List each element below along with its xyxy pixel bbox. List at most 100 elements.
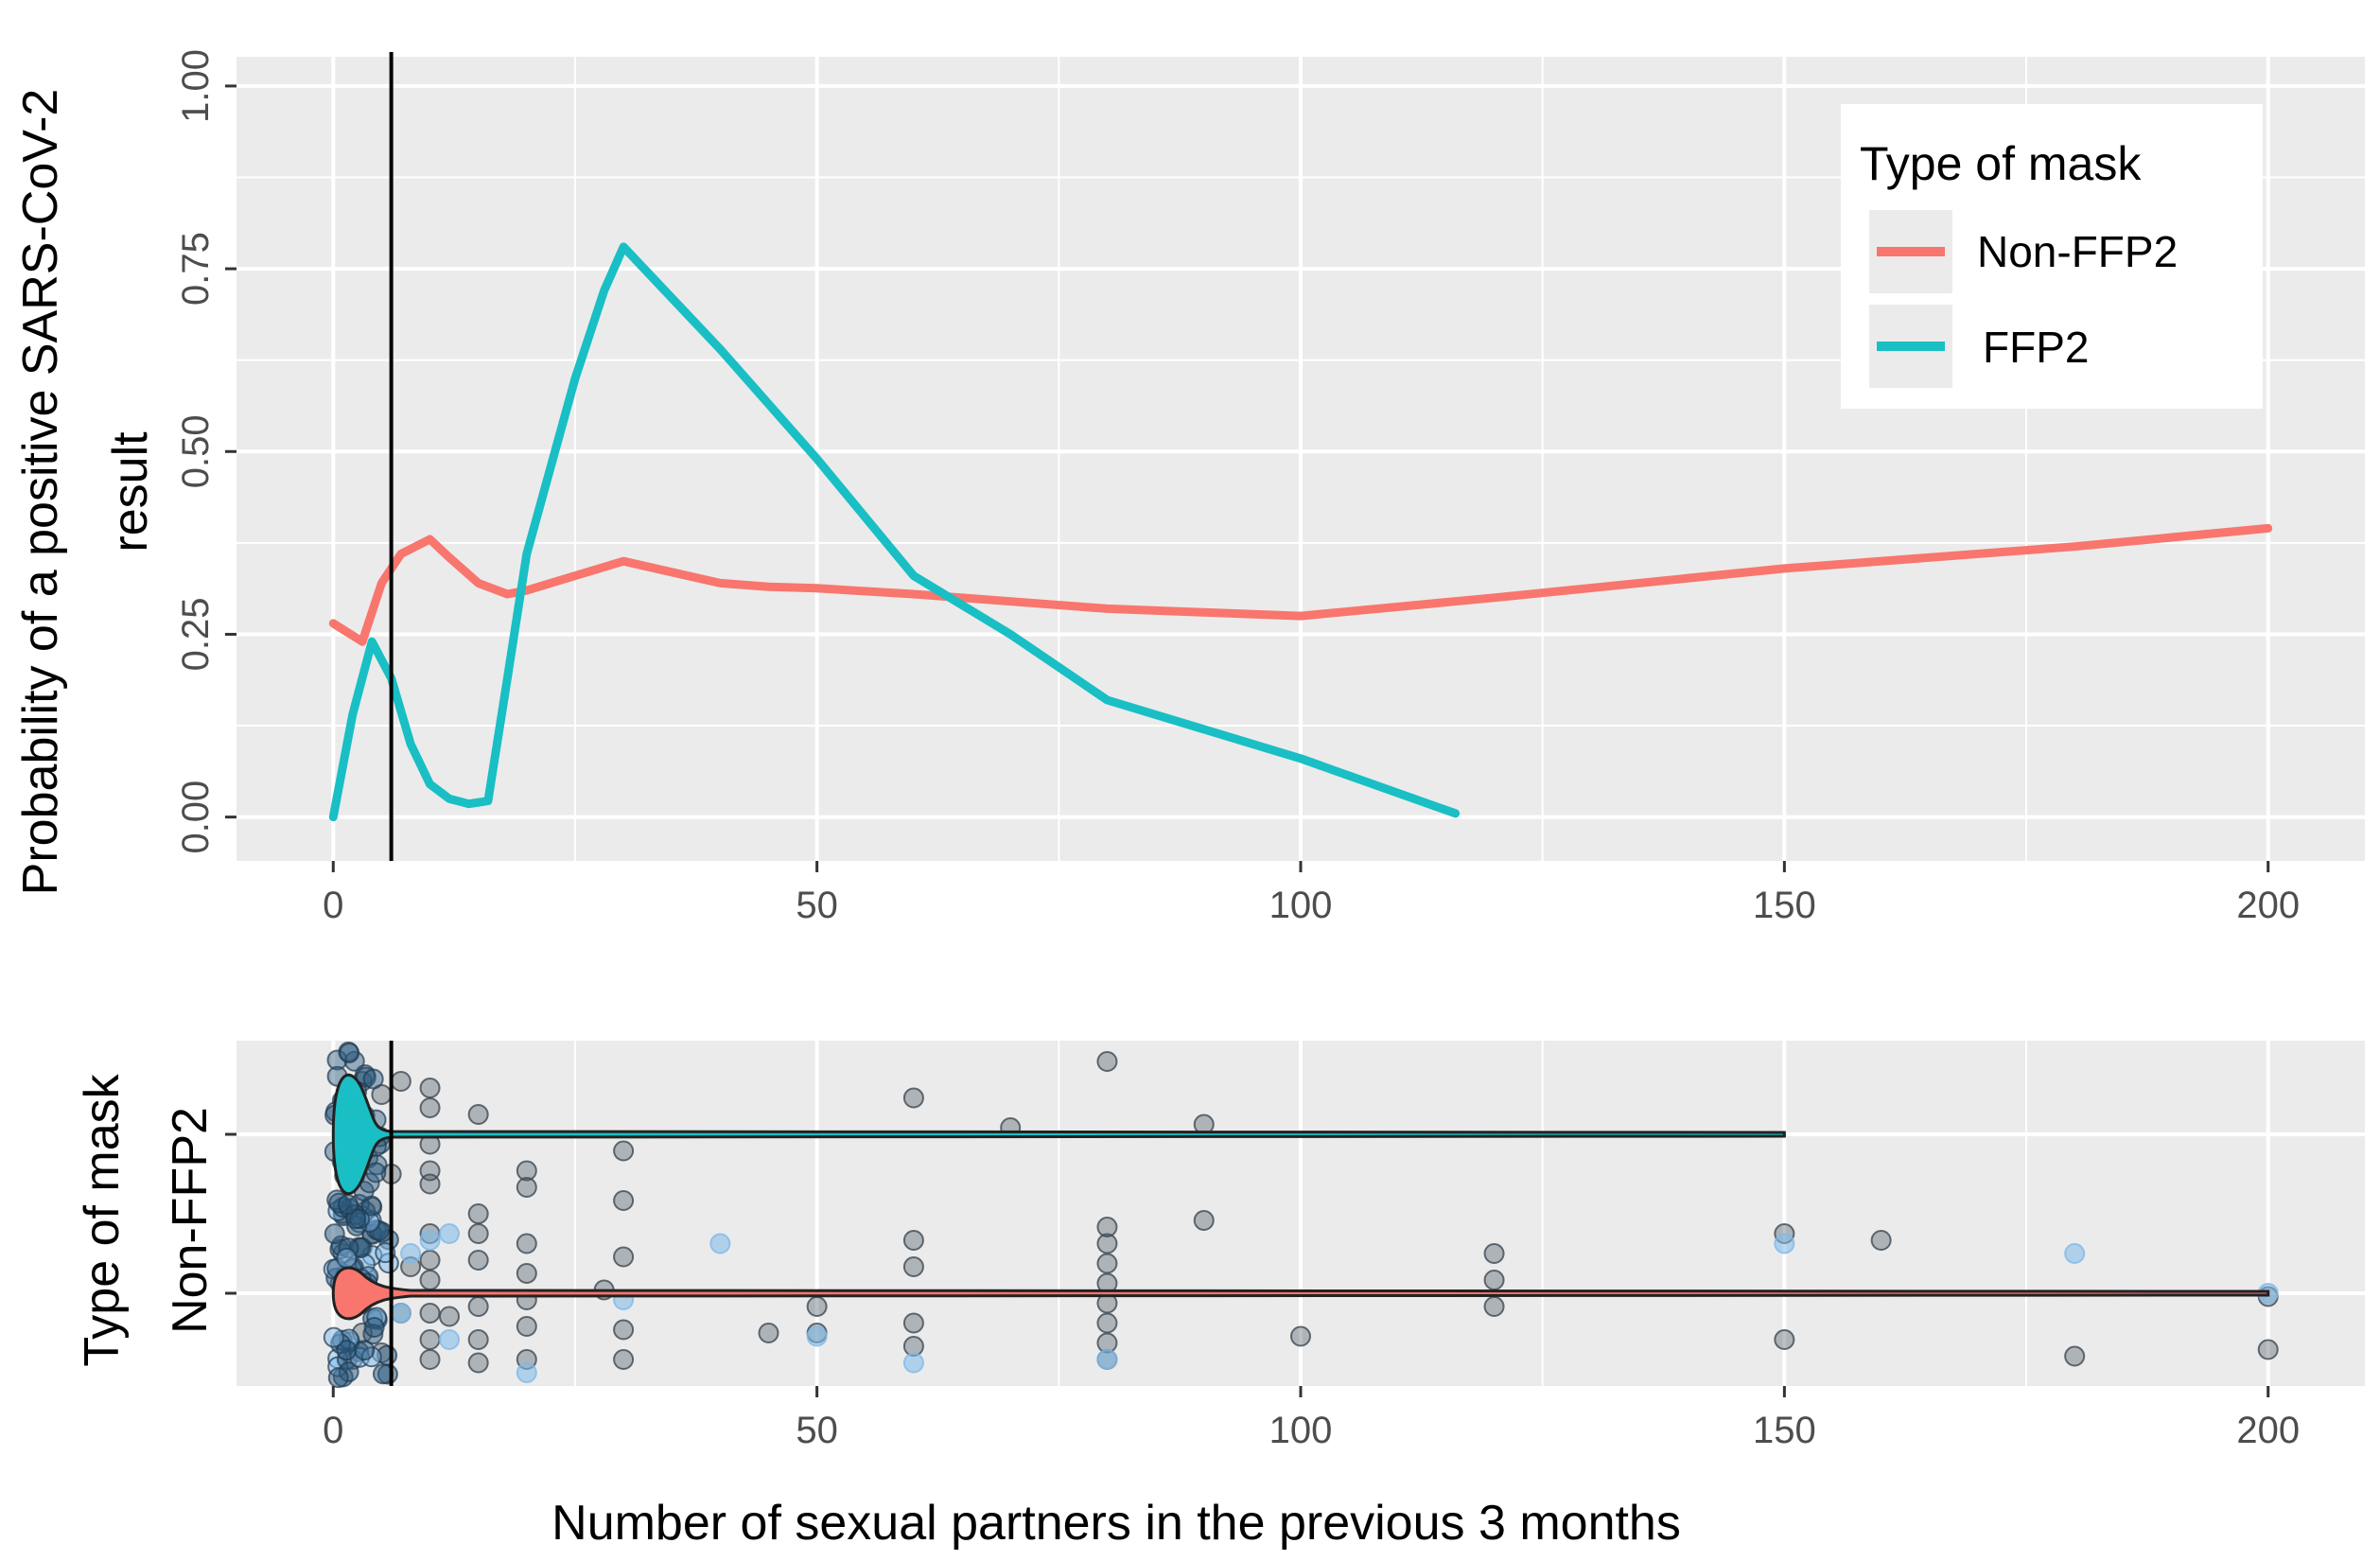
jitter-point-non-ffp2 [516,1233,537,1254]
jitter-point-light [439,1223,460,1244]
jitter-point-non-ffp2 [2257,1339,2279,1360]
y-tick-label: 0.00 [175,780,217,854]
jitter-point-non-ffp2 [467,1296,489,1317]
y-tick-label: 0.50 [175,414,217,488]
series-line-non-ffp2 [328,523,2273,646]
probability-lines [328,242,2273,822]
jitter-point-cluster-ffp2 [339,1043,360,1064]
jitter-point-light [1774,1233,1795,1254]
jitter-point-non-ffp2 [467,1203,489,1224]
jitter-point-non-ffp2 [419,1270,441,1290]
jitter-point-cluster-non-ffp2 [354,1340,376,1361]
bottom-y-axis-title: Type of mask [75,1073,130,1366]
jitter-point-non-ffp2 [902,1230,924,1251]
series-line-ffp2 [328,242,1461,822]
jitter-point-non-ffp2 [419,1349,441,1370]
jitter-point-light [419,1230,441,1251]
jitter-point-light [806,1325,828,1347]
jitter-point-non-ffp2 [1483,1270,1505,1290]
jitter-point-non-ffp2 [902,1256,924,1277]
jitter-point-non-ffp2 [439,1306,460,1327]
jitter-point-cluster-ffp2 [326,1049,348,1071]
jitter-point-non-ffp2 [806,1296,828,1317]
jitter-point-ffp2 [419,1097,441,1118]
jitter-point-ffp2 [467,1104,489,1125]
jitter-point-non-ffp2 [1290,1325,1311,1347]
jitter-point-non-ffp2 [613,1319,635,1341]
x-tick-label: 200 [2236,885,2300,926]
jitter-point-non-ffp2 [1483,1243,1505,1264]
y-tick-label: 1.00 [175,49,217,123]
jitter-point-ffp2 [902,1087,924,1109]
jitter-point-cluster-ffp2 [365,1162,387,1184]
jitter-point-cluster-ffp2 [362,1068,384,1090]
y-tick-label: 0.25 [175,598,217,672]
jitter-point-ffp2 [613,1140,635,1162]
bottom-x-tick-label: 150 [1753,1410,1816,1451]
x-axis-title: Number of sexual partners in the previou… [551,1496,1681,1551]
jitter-point-non-ffp2 [467,1223,489,1244]
jitter-point-ffp2 [419,1078,441,1098]
jitter-point-non-ffp2 [1870,1230,1892,1251]
probability-chart: 0.00 0.25 0.50 0.75 1.00 0 50 100 150 200 Probab… [13,49,2365,926]
jitter-point-cluster-ffp2 [337,1194,359,1216]
jitter-point-cluster-non-ffp2 [336,1247,358,1269]
jitter-point-light [902,1352,924,1374]
jitter-point-non-ffp2 [1774,1329,1795,1350]
bottom-y-tick-label-non-ffp2: Non-FFP2 [163,1107,218,1334]
bottom-x-tick-label: 0 [323,1410,343,1451]
y-axis-title-line1: Probability of a positive SARS-CoV-2 [13,89,68,896]
jitter-point-non-ffp2 [1483,1296,1505,1317]
jitter-point-non-ffp2 [467,1250,489,1271]
x-tick-label: 50 [796,885,838,926]
jitter-point-non-ffp2 [1096,1253,1118,1274]
bottom-x-tick-label: 100 [1269,1410,1333,1451]
jitter-point-light [439,1329,460,1350]
top-y-ticks: 0.00 0.25 0.50 0.75 1.00 [175,49,236,854]
jitter-point-non-ffp2 [516,1263,537,1284]
legend-label-non-ffp2: Non-FFP2 [1977,227,2178,276]
jitter-point-cluster-non-ffp2 [324,1223,345,1245]
jitter-point-ffp2 [1193,1210,1215,1231]
jitter-point-light [390,1303,411,1324]
x-tick-label: 100 [1269,885,1333,926]
jitter-point-non-ffp2 [419,1303,441,1324]
x-tick-label: 150 [1753,885,1816,926]
distribution-chart: 0 50 100 150 200 Type of mask Non-FFP2 Numbe… [75,1041,2365,1551]
jitter-point-cluster-non-ffp2 [327,1367,349,1389]
jitter-point-light [2064,1243,2086,1264]
jitter-point-cluster-non-ffp2 [363,1316,385,1338]
jitter-point-ffp2 [613,1190,635,1211]
jitter-point-non-ffp2 [419,1329,441,1350]
jitter-point-non-ffp2 [419,1250,441,1271]
jitter-point-light [1096,1349,1118,1370]
jitter-point-non-ffp2 [2064,1345,2086,1367]
jitter-point-non-ffp2 [516,1316,537,1337]
jitter-point-non-ffp2 [1096,1217,1118,1237]
bottom-x-ticks: 0 50 100 150 200 [323,1386,2300,1451]
jitter-point-non-ffp2 [1096,1233,1118,1254]
legend: Type of mask Non-FFP2 FFP2 [1841,104,2263,409]
jitter-point-non-ffp2 [467,1352,489,1374]
jitter-point-non-ffp2 [613,1246,635,1268]
y-tick-label: 0.75 [175,232,217,306]
legend-title: Type of mask [1860,137,2142,190]
bottom-y-ticks [225,1132,236,1295]
jitter-point-non-ffp2 [902,1312,924,1334]
jitter-point-non-ffp2 [467,1329,489,1350]
jitter-point-light [400,1243,422,1264]
legend-label-ffp2: FFP2 [1983,323,2089,372]
x-tick-label: 0 [323,885,343,926]
jitter-point-ffp2 [516,1160,537,1182]
jitter-point-ffp2 [390,1071,411,1092]
jitter-point-ffp2 [1096,1051,1118,1072]
jitter-point-cluster-non-ffp2 [323,1326,344,1348]
jitter-point-non-ffp2 [758,1323,779,1343]
jitter-point-non-ffp2 [1096,1312,1118,1334]
violin-non-ffp2 [331,1266,2270,1321]
jitter-point-ffp2 [516,1177,537,1198]
jitter-point-ffp2 [419,1160,441,1182]
jitter-point-non-ffp2 [613,1349,635,1370]
violin-ffp2 [331,1073,1786,1196]
